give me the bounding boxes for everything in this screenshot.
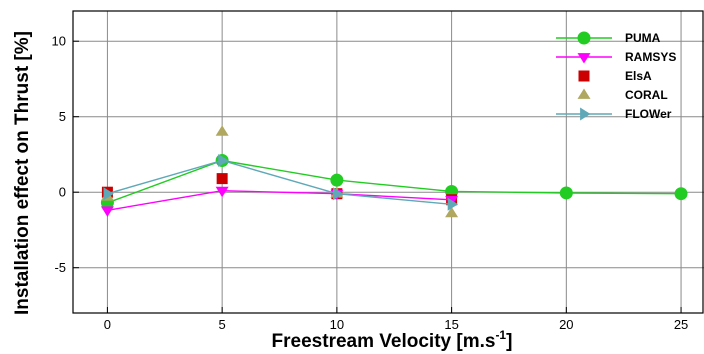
flower-point: [218, 153, 229, 167]
legend-label: CORAL: [625, 88, 668, 102]
y-tick-label: 0: [59, 185, 66, 200]
legend-item-puma: PUMA: [556, 31, 661, 45]
legend-marker: [580, 107, 591, 121]
plot-frame: [72, 10, 704, 314]
y-tick-label: 5: [59, 109, 66, 124]
legend: PUMA RAMSYS ElsA CORAL FLOWer: [556, 31, 676, 121]
coral-point: [215, 125, 229, 136]
legend-label: PUMA: [625, 31, 661, 45]
y-tick-label: -5: [54, 260, 66, 275]
puma-point: [674, 187, 688, 201]
legend-label: FLOWer: [625, 107, 672, 121]
legend-item-flower: FLOWer: [556, 107, 672, 121]
x-axis-title-superscript: -1: [495, 328, 506, 342]
ramsys-point: [100, 206, 114, 217]
legend-item-ramsys: RAMSYS: [556, 50, 676, 64]
y-tick-label: 10: [52, 34, 66, 49]
elsa-point: [216, 173, 228, 185]
legend-marker: [578, 70, 590, 82]
y-axis-title: Installation effect on Thrust [%]: [12, 31, 33, 315]
puma-point: [559, 186, 573, 200]
legend-label: RAMSYS: [625, 50, 676, 64]
x-tick-label: 5: [219, 317, 226, 332]
grid: [73, 11, 704, 313]
series-flower: [103, 153, 459, 211]
ramsys-line: [107, 189, 452, 211]
flower-point: [447, 197, 459, 211]
x-tick-label: 15: [444, 317, 458, 332]
x-tick-label: 10: [330, 317, 344, 332]
x-axis-title-suffix: ]: [506, 331, 512, 352]
flower-point: [103, 187, 114, 201]
flower-line: [107, 159, 452, 205]
legend-label: ElsA: [625, 69, 652, 83]
flower-point: [332, 187, 344, 201]
legend-marker: [577, 53, 591, 64]
ramsys-point: [215, 186, 229, 198]
series-layer: [100, 125, 688, 218]
legend-item-elsa: ElsA: [578, 69, 652, 83]
legend-marker: [577, 31, 591, 45]
puma-point: [330, 173, 344, 187]
x-tick-label: 20: [559, 317, 573, 332]
x-tick-label: 25: [674, 317, 688, 332]
axis-ticks: 0 5 10 15 20 25 -5 0 5 10: [52, 34, 689, 332]
x-axis-title-main: Freestream Velocity [m.s: [272, 331, 496, 352]
x-tick-label: 0: [104, 317, 111, 332]
coral-point: [445, 206, 459, 218]
legend-marker: [577, 88, 591, 99]
legend-item-coral: CORAL: [577, 88, 668, 102]
puma-line: [107, 159, 682, 204]
x-axis-title: Freestream Velocity [m.s-1]: [272, 328, 513, 352]
